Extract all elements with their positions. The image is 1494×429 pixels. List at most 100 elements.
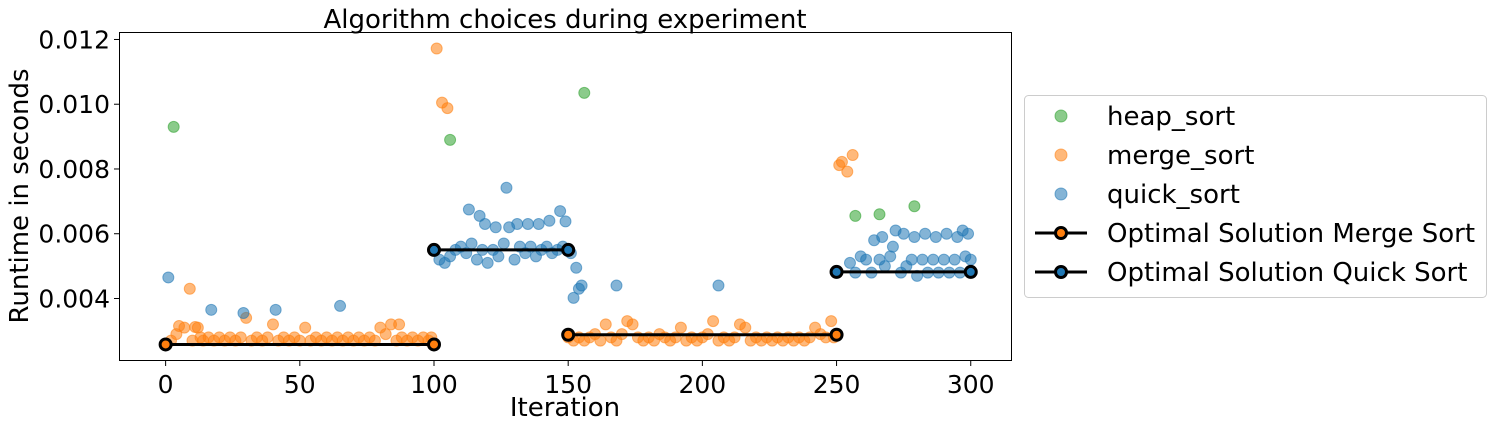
- y-tick-label: 0.006: [38, 220, 110, 249]
- quick-sort-point: [508, 253, 521, 266]
- quick-sort-point: [500, 181, 513, 194]
- quick-sort-point: [334, 299, 347, 312]
- legend-marker-quick-sort: [1054, 187, 1068, 201]
- legend-label-merge-sort: merge_sort: [1107, 141, 1254, 171]
- optimal-solution-quick-sort-marker: [829, 264, 844, 279]
- x-tick-label: 250: [813, 370, 861, 399]
- quick-sort-point: [916, 253, 929, 266]
- merge-sort-point: [261, 331, 274, 344]
- x-axis-label: Iteration: [510, 393, 620, 423]
- x-tick-label: 50: [284, 370, 316, 399]
- quick-sort-point: [962, 227, 975, 240]
- legend-label-optimal-solution-merge-sort: Optimal Solution Merge Sort: [1107, 219, 1475, 249]
- merge-sort-point: [739, 321, 752, 334]
- merge-sort-point: [183, 282, 196, 295]
- quick-sort-point: [554, 205, 567, 218]
- quick-sort-point: [470, 253, 483, 266]
- chart-title: Algorithm choices during experiment: [323, 5, 806, 35]
- quick-sort-point: [559, 215, 572, 228]
- quick-sort-point: [521, 218, 534, 231]
- x-tick-label: 0: [158, 370, 174, 399]
- merge-sort-point: [674, 321, 687, 334]
- optimal-solution-merge-sort-marker: [829, 327, 844, 342]
- quick-sort-point: [927, 253, 940, 266]
- x-tick-label: 200: [679, 370, 727, 399]
- optimal-solution-merge-sort-marker: [426, 337, 441, 352]
- quick-sort-point: [478, 218, 491, 231]
- plot-frame: [119, 32, 1012, 361]
- y-axis: 0.004 0.006 0.008 0.010 0.012: [38, 25, 120, 313]
- quick-sort-point: [860, 253, 873, 266]
- merge-sort-point: [841, 165, 854, 178]
- quick-sort-point: [964, 253, 977, 266]
- x-tick-label: 100: [410, 370, 458, 399]
- merge-sort-point: [430, 42, 443, 55]
- quick-sort-point: [492, 250, 505, 263]
- y-axis-label: Runtime in seconds: [5, 68, 35, 323]
- heap-sort-point: [578, 86, 591, 99]
- merge-sort-point: [178, 321, 191, 334]
- y-tick-label: 0.010: [38, 90, 110, 119]
- legend-marker-optimal-solution-quick-sort: [1054, 265, 1068, 279]
- legend: heap_sort merge_sort quick_sort Optimal Sol…: [1024, 95, 1487, 298]
- plot-area: [119, 32, 1012, 361]
- quick-sort-point: [843, 256, 856, 269]
- optimal-solution-quick-sort-marker: [963, 264, 978, 279]
- legend-frame: [1024, 95, 1487, 298]
- heap-sort-point: [873, 208, 886, 221]
- merge-sort-point: [626, 318, 639, 331]
- lines-layer: [158, 242, 978, 352]
- optimal-solution-merge-sort-marker: [561, 327, 576, 342]
- quick-sort-point: [570, 261, 583, 274]
- quick-sort-point: [567, 291, 580, 304]
- quick-sort-point: [886, 240, 899, 253]
- merge-sort-point: [299, 321, 312, 334]
- quick-sort-point: [462, 203, 475, 216]
- quick-sort-point: [543, 214, 556, 227]
- quick-sort-point: [948, 253, 961, 266]
- heap-sort-point: [444, 133, 457, 146]
- merge-sort-point: [594, 334, 607, 347]
- quick-sort-point: [905, 253, 918, 266]
- y-tick-label: 0.004: [38, 284, 110, 313]
- y-tick-label: 0.008: [38, 155, 110, 184]
- quick-sort-point: [878, 260, 891, 273]
- optimal-solution-merge-sort-marker: [158, 337, 173, 352]
- quick-sort-point: [489, 221, 502, 234]
- quick-sort-point: [897, 227, 910, 240]
- merge-sort-point: [599, 318, 612, 331]
- legend-label-optimal-solution-quick-sort: Optimal Solution Quick Sort: [1107, 258, 1467, 288]
- legend-marker-optimal-solution-merge-sort: [1054, 226, 1068, 240]
- y-tick-label: 0.012: [38, 25, 110, 54]
- quick-sort-point: [497, 237, 510, 250]
- x-axis: 0 50 100 150 200 250 300: [158, 360, 995, 399]
- legend-label-quick-sort: quick_sort: [1107, 180, 1240, 210]
- quick-sort-point: [205, 303, 218, 316]
- quick-sort-point: [269, 303, 282, 316]
- merge-sort-point: [393, 318, 406, 331]
- merge-sort-point: [234, 331, 247, 344]
- quick-sort-point: [937, 253, 950, 266]
- quick-sort-point: [940, 227, 953, 240]
- merge-sort-point: [846, 149, 859, 162]
- quick-sort-point: [712, 279, 725, 292]
- merge-sort-point: [825, 315, 838, 328]
- optimal-solution-quick-sort-marker: [426, 242, 441, 257]
- heap-sort-point: [849, 209, 862, 222]
- points-layer: [159, 42, 977, 351]
- merge-sort-point: [835, 155, 848, 168]
- merge-sort-point: [707, 315, 720, 328]
- quick-sort-point: [532, 218, 545, 231]
- optimal-solution-quick-sort-marker: [561, 242, 576, 257]
- quick-sort-point: [575, 279, 588, 292]
- merge-sort-point: [266, 318, 279, 331]
- quick-sort-point: [162, 271, 175, 284]
- quick-sort-point: [465, 237, 478, 250]
- merge-sort-point: [379, 328, 392, 341]
- quick-sort-point: [876, 230, 889, 243]
- legend-label-heap-sort: heap_sort: [1107, 102, 1235, 132]
- legend-items: heap_sort merge_sort quick_sort Optimal Sol…: [1035, 102, 1475, 288]
- quick-sort-point: [610, 279, 623, 292]
- merge-sort-point: [441, 102, 454, 115]
